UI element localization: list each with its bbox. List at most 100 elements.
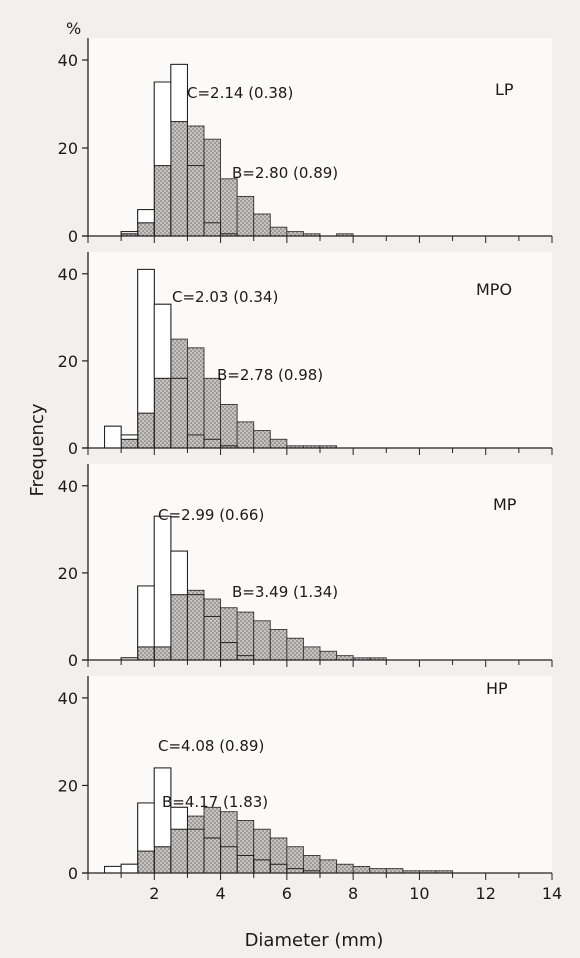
bar-c-top <box>104 425 122 449</box>
y-tick-label: 20 <box>58 139 78 158</box>
bar-c-top <box>170 550 188 596</box>
bar-c-top <box>170 63 188 123</box>
bar-b <box>269 629 288 661</box>
y-tick-label: 0 <box>68 439 78 458</box>
panel-label: LP <box>495 80 514 99</box>
bar-b <box>220 403 238 449</box>
y-tick-label: 40 <box>58 477 78 496</box>
bar-b <box>186 125 205 237</box>
bar-b <box>203 377 222 449</box>
x-tick-label: 6 <box>282 884 292 903</box>
bar-c-top <box>137 802 155 852</box>
bar-b <box>137 646 155 661</box>
stat-annotation: B=4.17 (1.83) <box>162 793 268 811</box>
bar-b <box>137 412 155 449</box>
bar-b <box>137 222 155 237</box>
bar-c-top <box>137 209 155 224</box>
bar-b <box>120 438 139 449</box>
stat-annotation: C=2.14 (0.38) <box>187 84 293 102</box>
panel-mp: 0 20 40 MP C=2.99 (0.66) B=3.49 (1.34) <box>58 464 553 670</box>
bar-b <box>220 178 238 237</box>
bar-b <box>369 868 387 874</box>
bar-b <box>336 863 354 874</box>
x-tick-label: 8 <box>348 884 358 903</box>
bar-c-top <box>153 515 172 648</box>
panel-label: MPO <box>476 280 512 299</box>
x-tick-label: 2 <box>149 884 159 903</box>
x-tick-label: 4 <box>215 884 225 903</box>
bar-b <box>236 820 255 874</box>
bar-b <box>203 138 222 237</box>
bar-c-top <box>104 865 122 874</box>
panel-label: MP <box>493 495 517 514</box>
bar-b <box>153 646 172 661</box>
bar-b <box>385 868 404 874</box>
bar-b <box>170 338 188 449</box>
panel-label: HP <box>486 679 508 698</box>
panel-lp: 0 20 40 LP C=2.14 (0.38) B=2.80 (0.89) <box>58 38 553 246</box>
stat-annotation: C=2.99 (0.66) <box>158 506 264 524</box>
bar-b <box>253 828 271 874</box>
bar-b <box>253 213 271 237</box>
y-tick-label: 20 <box>58 564 78 583</box>
stat-annotation: B=3.49 (1.34) <box>232 583 338 601</box>
bar-b <box>269 837 288 874</box>
bar-b <box>269 438 288 449</box>
bar-c-top <box>153 81 172 167</box>
bar-b <box>286 637 304 661</box>
bar-b <box>170 828 188 874</box>
bar-b <box>170 594 188 661</box>
stat-annotation: C=4.08 (0.89) <box>158 737 264 755</box>
y-unit-label: % <box>66 19 81 38</box>
y-tick-label: 20 <box>58 352 78 371</box>
stat-annotation: C=2.03 (0.34) <box>172 288 278 306</box>
x-tick-label: 10 <box>409 884 429 903</box>
bar-b <box>253 620 271 661</box>
bar-b <box>236 611 255 661</box>
bar-b <box>153 846 172 874</box>
bar-b <box>186 347 205 449</box>
x-tick-label: 12 <box>476 884 496 903</box>
bar-b <box>220 607 238 661</box>
y-tick-label: 20 <box>58 776 78 795</box>
y-axis-title: Frequency <box>27 403 48 496</box>
bar-b <box>153 165 172 237</box>
bar-b <box>236 195 255 237</box>
bar-c-top <box>120 863 139 874</box>
bar-b <box>253 430 271 449</box>
stat-annotation: B=2.78 (0.98) <box>217 366 323 384</box>
bar-b <box>186 589 205 661</box>
y-tick-label: 0 <box>68 651 78 670</box>
x-axis-title: Diameter (mm) <box>245 930 384 951</box>
x-tick-label: 14 <box>542 884 562 903</box>
y-tick-label: 0 <box>68 227 78 246</box>
y-tick-label: 40 <box>58 265 78 284</box>
bar-c-top <box>120 434 139 440</box>
bar-b <box>186 815 205 874</box>
bar-b <box>220 811 238 874</box>
y-tick-label: 40 <box>58 51 78 70</box>
bar-b <box>286 231 304 237</box>
bar-c-top <box>137 268 155 414</box>
stat-annotation: B=2.80 (0.89) <box>232 164 338 182</box>
bar-c-top <box>153 303 172 379</box>
bar-b <box>352 865 371 874</box>
bar-b <box>170 121 188 237</box>
bar-b <box>319 650 338 661</box>
panel-hp: 0 20 40 HP C=4.08 (0.89) B=4.17 (1.83) 2 4 6 8 10 1… <box>58 676 562 903</box>
bar-c-top <box>170 806 188 830</box>
bar-b <box>203 806 222 874</box>
bar-c-top <box>137 585 155 648</box>
bar-b <box>203 598 222 661</box>
bar-b <box>236 421 255 449</box>
y-tick-label: 0 <box>68 864 78 883</box>
panel-mpo: 0 20 40 MPO C=2.03 (0.34) B=2.78 (0.98) <box>58 252 553 458</box>
y-tick-label: 40 <box>58 689 78 708</box>
bar-b <box>302 646 321 661</box>
bar-b <box>269 226 288 237</box>
bar-c-top <box>120 231 139 235</box>
bar-b <box>137 850 155 874</box>
bar-b <box>153 377 172 449</box>
